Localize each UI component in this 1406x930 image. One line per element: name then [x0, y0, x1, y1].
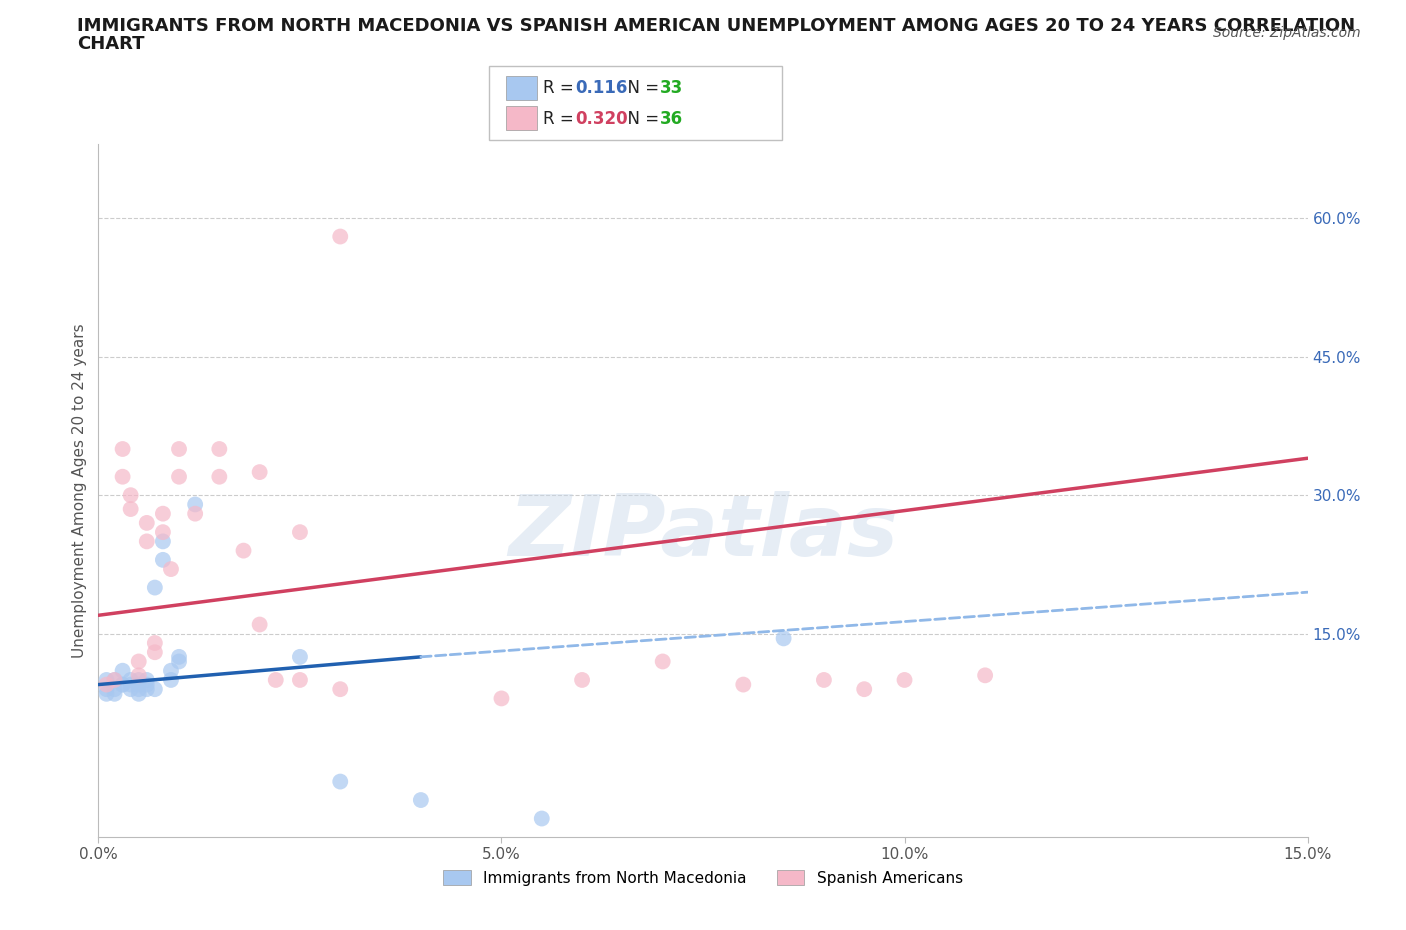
- Point: [232, 543, 254, 558]
- Text: 0.320: 0.320: [575, 111, 627, 128]
- Point: [152, 525, 174, 539]
- Point: [143, 682, 166, 697]
- Point: [128, 686, 150, 701]
- Point: [167, 649, 190, 664]
- Text: Source: ZipAtlas.com: Source: ZipAtlas.com: [1213, 26, 1361, 40]
- Text: ZIPatlas: ZIPatlas: [508, 491, 898, 574]
- Point: [152, 534, 174, 549]
- Text: 33: 33: [659, 79, 683, 98]
- Point: [103, 672, 125, 687]
- Point: [167, 654, 190, 669]
- Point: [143, 580, 166, 595]
- Point: [733, 677, 755, 692]
- Text: R =: R =: [543, 111, 579, 128]
- Text: N =: N =: [617, 111, 665, 128]
- Point: [128, 654, 150, 669]
- Point: [103, 682, 125, 697]
- Point: [96, 677, 118, 692]
- Point: [409, 792, 432, 807]
- Point: [128, 672, 150, 687]
- Point: [135, 672, 157, 687]
- Point: [167, 442, 190, 457]
- Point: [772, 631, 794, 645]
- Text: N =: N =: [617, 79, 665, 98]
- Point: [491, 691, 513, 706]
- Point: [288, 649, 311, 664]
- Point: [208, 442, 231, 457]
- Point: [974, 668, 997, 683]
- Point: [530, 811, 553, 826]
- Point: [152, 552, 174, 567]
- Point: [288, 672, 311, 687]
- Point: [651, 654, 673, 669]
- Point: [120, 501, 142, 516]
- Point: [96, 682, 118, 697]
- Point: [96, 672, 118, 687]
- Point: [167, 470, 190, 485]
- Point: [143, 644, 166, 659]
- Text: 36: 36: [659, 111, 682, 128]
- Point: [111, 677, 134, 692]
- Point: [128, 668, 150, 683]
- Point: [120, 682, 142, 697]
- Point: [329, 682, 352, 697]
- Point: [288, 525, 311, 539]
- Point: [120, 672, 142, 687]
- Y-axis label: Unemployment Among Ages 20 to 24 years: Unemployment Among Ages 20 to 24 years: [72, 324, 87, 658]
- Point: [128, 682, 150, 697]
- Point: [160, 663, 183, 678]
- Point: [96, 686, 118, 701]
- Point: [111, 677, 134, 692]
- Point: [893, 672, 915, 687]
- Point: [208, 470, 231, 485]
- Point: [160, 672, 183, 687]
- Point: [120, 487, 142, 502]
- Point: [111, 663, 134, 678]
- Text: CHART: CHART: [77, 35, 145, 53]
- Point: [853, 682, 876, 697]
- Point: [813, 672, 835, 687]
- Point: [152, 506, 174, 521]
- Point: [128, 677, 150, 692]
- Point: [249, 465, 271, 480]
- Point: [103, 686, 125, 701]
- Point: [329, 774, 352, 789]
- Point: [103, 672, 125, 687]
- Legend: Immigrants from North Macedonia, Spanish Americans: Immigrants from North Macedonia, Spanish…: [437, 864, 969, 892]
- Point: [329, 229, 352, 244]
- Text: R =: R =: [543, 79, 579, 98]
- Point: [160, 562, 183, 577]
- Text: IMMIGRANTS FROM NORTH MACEDONIA VS SPANISH AMERICAN UNEMPLOYMENT AMONG AGES 20 T: IMMIGRANTS FROM NORTH MACEDONIA VS SPANI…: [77, 17, 1355, 34]
- Point: [135, 677, 157, 692]
- Point: [135, 682, 157, 697]
- Point: [120, 677, 142, 692]
- Point: [264, 672, 287, 687]
- Point: [571, 672, 593, 687]
- Point: [135, 515, 157, 530]
- Text: 0.116: 0.116: [575, 79, 627, 98]
- Point: [249, 618, 271, 632]
- Point: [143, 635, 166, 650]
- Point: [184, 497, 207, 512]
- Point: [135, 534, 157, 549]
- Point: [111, 470, 134, 485]
- Point: [184, 506, 207, 521]
- Point: [111, 442, 134, 457]
